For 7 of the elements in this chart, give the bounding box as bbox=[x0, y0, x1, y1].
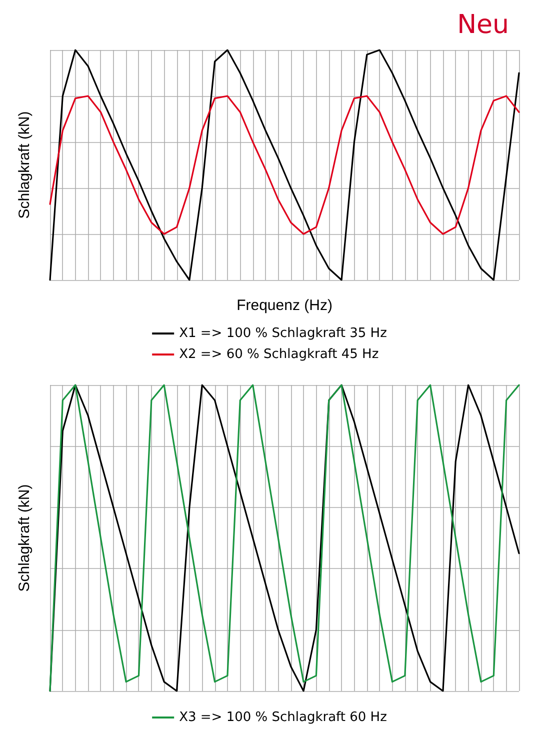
legend-label: X2 => 60 % Schlagkraft 45 Hz bbox=[179, 347, 379, 362]
legend-label: X1 => 100 % Schlagkraft 35 Hz bbox=[179, 326, 388, 341]
x-axis-title: Frequenz (Hz) bbox=[236, 297, 332, 314]
y-axis-title: Schlagkraft (kN) bbox=[16, 484, 33, 592]
y-axis-title: Schlagkraft (kN) bbox=[16, 111, 33, 219]
legend-label: X3 => 100 % Schlagkraft 60 Hz bbox=[179, 710, 388, 725]
text: Neu bbox=[457, 10, 510, 40]
